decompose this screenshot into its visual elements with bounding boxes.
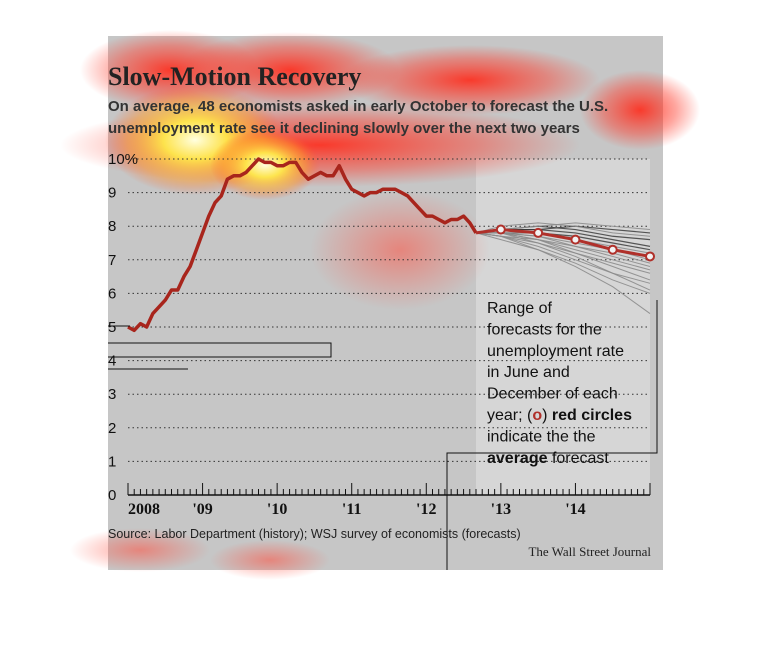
annotation-text-part: unemployment rate (487, 343, 624, 360)
y-tick-label: 4 (108, 353, 116, 370)
annotation-line: unemployment rate (487, 343, 624, 360)
annotation-text: Range of forecasts for the unemployment ra… (487, 300, 632, 467)
annotation-text-part: average (487, 450, 548, 467)
chart-subtitle-line-1: On average, 48 economists asked in early… (108, 98, 608, 115)
annotation-line: forecasts for the (487, 321, 602, 338)
average-marker (533, 227, 544, 238)
annotation-line: year; (o) red circles (487, 407, 632, 424)
annotation-text-part: ) (542, 407, 552, 424)
x-tick-label: '11 (342, 501, 362, 518)
annotation-line: indicate the the (487, 428, 596, 445)
annotation-text-part: December of each (487, 386, 618, 403)
annotation-callout (108, 300, 658, 570)
annotation-text-part: forecasts for the (487, 321, 602, 338)
y-tick-label: 10% (108, 151, 138, 168)
history-series (127, 157, 478, 333)
annotation-line: in June and (487, 364, 570, 381)
annotation-line: December of each (487, 386, 618, 403)
average-marker (645, 251, 655, 262)
forecast-line (476, 232, 651, 291)
x-tick-label: '09 (192, 501, 212, 518)
chart-subtitle-line-2: unemployment rate see it declining slowl… (108, 120, 580, 137)
average-marker (570, 234, 581, 245)
x-tick-label: '12 (416, 501, 436, 518)
annotation-line: average forecast (487, 450, 609, 467)
grid (128, 158, 650, 462)
y-tick-label: 7 (108, 252, 116, 269)
forecast-region (476, 159, 650, 495)
y-tick-label: 3 (108, 386, 116, 403)
y-tick-label: 5 (108, 319, 116, 336)
legend-marker-symbol: o (532, 407, 542, 424)
x-tick-label: '14 (565, 501, 585, 518)
credit: The Wall Street Journal (528, 544, 651, 559)
x-tick-label: '10 (267, 501, 287, 518)
annotation-text-part: forecast (548, 450, 610, 467)
y-axis: 0 1 2 3 4 5 6 7 8 9 10% (108, 151, 138, 504)
annotation-line: Range of (487, 300, 552, 317)
average-forecast-series (475, 224, 655, 262)
y-tick-label: 9 (108, 185, 116, 202)
forecast-line (475, 232, 651, 294)
forecast-line (475, 232, 651, 314)
x-axis: 2008 '09 '10 '11 '12 '13 '14 (127, 483, 651, 518)
y-tick-label: 0 (108, 487, 116, 504)
annotation-text-part: in June and (487, 364, 570, 381)
y-tick-label: 8 (108, 218, 116, 235)
y-tick-label: 2 (108, 420, 116, 437)
annotation-text-part: Range of (487, 300, 552, 317)
x-tick-label: 2008 (128, 501, 160, 518)
heatmap-overlay (60, 30, 700, 580)
chart-title: Slow-Motion Recovery (108, 62, 361, 91)
x-tick-label: '13 (491, 501, 511, 518)
average-marker (607, 244, 618, 255)
history-line (127, 157, 478, 333)
y-tick-label: 1 (108, 453, 116, 470)
annotation-text-part: indicate the the (487, 428, 596, 445)
average-marker (495, 224, 506, 235)
source-note: Source: Labor Department (history); WSJ … (108, 527, 521, 541)
annotation-text-part: red circles (552, 407, 632, 424)
annotation-text-part: year; ( (487, 407, 533, 424)
y-tick-label: 6 (108, 285, 116, 302)
